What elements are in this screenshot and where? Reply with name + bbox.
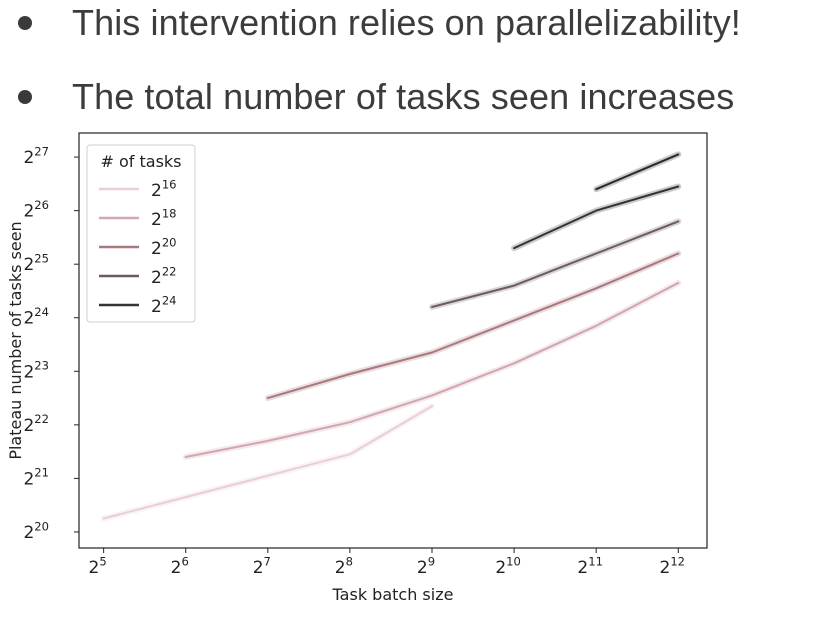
y-tick-label: 226 [23,198,49,222]
series-band-3 [429,218,682,310]
legend-label-0: 216 [151,177,177,201]
legend-box [86,144,196,323]
legend-label-4: 224 [151,293,177,317]
legend-label-1: 218 [151,206,177,230]
y-tick-label: 224 [23,305,49,329]
tick-exponent: 5 [99,554,106,568]
tick-exponent: 16 [162,177,177,191]
x-tick-label: 212 [660,554,686,578]
series-band-0 [100,403,435,522]
tick-base: 2 [23,255,34,275]
y-tick-label: 221 [23,466,49,490]
bullet-dot-icon [18,90,32,104]
y-tick-label: 223 [23,359,49,383]
tick-base: 2 [417,558,428,578]
x-tick-label: 210 [495,554,521,578]
bullet-item: This intervention relies on parallelizab… [18,2,741,44]
x-tick-label: 27 [253,554,271,578]
tick-base: 2 [23,469,34,489]
tick-exponent: 25 [34,252,49,266]
x-tick-label: 28 [335,554,353,578]
y-tick-label: 222 [23,412,49,436]
tick-base: 2 [151,181,162,201]
legend-title: # of tasks [100,152,181,171]
tick-exponent: 20 [34,519,49,533]
tick-exponent: 18 [162,206,177,220]
y-tick-label: 227 [23,144,49,168]
tick-base: 2 [151,210,162,230]
series-line-5 [595,153,680,191]
tick-exponent: 6 [181,554,188,568]
tick-base: 2 [253,558,264,578]
tick-exponent: 23 [34,359,49,373]
tick-exponent: 24 [162,293,177,307]
tick-base: 2 [151,268,162,288]
chart-container: 25 26 27 28 29 210 211 212 220 221 222 223 224 225 226… [0,128,813,615]
tick-exponent: 20 [162,235,177,249]
tick-exponent: 7 [264,554,271,568]
tick-base: 2 [171,558,182,578]
tick-base: 2 [23,309,34,329]
plot-frame [78,132,708,549]
line-chart: 25 26 27 28 29 210 211 212220221222223224225226… [6,132,708,604]
tick-exponent: 9 [428,554,435,568]
tick-base: 2 [23,523,34,543]
series-line-3 [431,220,680,308]
tick-base: 2 [23,148,34,168]
tick-base: 2 [577,558,588,578]
tick-exponent: 27 [34,144,49,158]
tick-exponent: 22 [162,264,177,278]
tick-base: 2 [151,239,162,259]
tick-exponent: 22 [34,412,49,426]
tick-base: 2 [660,558,671,578]
series-line-0 [102,405,433,520]
tick-base: 2 [23,416,34,436]
series-line-2 [266,252,680,400]
tick-exponent: 8 [346,554,353,568]
legend-label-3: 222 [151,264,177,288]
tick-base: 2 [23,362,34,382]
x-tick-label: 26 [171,554,189,578]
legend-label-2: 220 [151,235,177,259]
bullet-item: The total number of tasks seen increases [18,76,734,118]
series-band-4 [511,183,682,252]
tick-base: 2 [151,297,162,317]
y-tick-label: 225 [23,252,49,276]
y-axis-label: Plateau number of tasks seen [6,221,25,459]
bullet-dot-icon [18,16,32,30]
series-line-4 [513,185,680,250]
x-tick-label: 211 [577,554,603,578]
y-tick-label: 220 [23,519,49,543]
x-tick-label: 25 [89,554,107,578]
x-tick-label: 29 [417,554,435,578]
x-axis-label: Task batch size [332,585,454,604]
tick-base: 2 [23,202,34,222]
tick-base: 2 [495,558,506,578]
tick-exponent: 12 [670,554,685,568]
tick-exponent: 21 [34,466,49,480]
bullet-text: This intervention relies on parallelizab… [72,2,741,43]
tick-exponent: 26 [34,198,49,212]
tick-exponent: 10 [506,554,521,568]
bullet-text: The total number of tasks seen increases [72,76,735,117]
series-line-1 [184,281,680,458]
tick-base: 2 [335,558,346,578]
tick-base: 2 [89,558,100,578]
tick-exponent: 24 [34,305,49,319]
tick-exponent: 11 [588,554,603,568]
